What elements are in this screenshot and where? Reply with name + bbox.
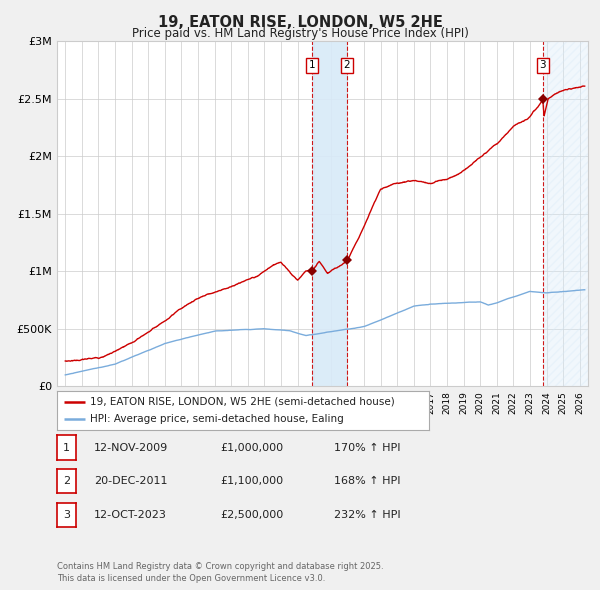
Text: 12-OCT-2023: 12-OCT-2023 [94,510,167,520]
Text: HPI: Average price, semi-detached house, Ealing: HPI: Average price, semi-detached house,… [91,414,344,424]
Text: Price paid vs. HM Land Registry's House Price Index (HPI): Price paid vs. HM Land Registry's House … [131,27,469,40]
Bar [543,41,588,386]
Text: 168% ↑ HPI: 168% ↑ HPI [334,476,401,486]
Text: 170% ↑ HPI: 170% ↑ HPI [334,442,401,453]
Text: 20-DEC-2011: 20-DEC-2011 [94,476,168,486]
Text: 1: 1 [63,442,70,453]
Text: 3: 3 [63,510,70,520]
Text: 12-NOV-2009: 12-NOV-2009 [94,442,169,453]
Text: 2: 2 [63,476,70,486]
Bar [312,41,347,386]
Text: £1,100,000: £1,100,000 [220,476,283,486]
Text: 1: 1 [309,60,316,70]
Text: £1,000,000: £1,000,000 [220,442,283,453]
Text: 232% ↑ HPI: 232% ↑ HPI [334,510,401,520]
Text: 2: 2 [344,60,350,70]
Text: £2,500,000: £2,500,000 [220,510,283,520]
Text: 3: 3 [539,60,546,70]
Text: 19, EATON RISE, LONDON, W5 2HE: 19, EATON RISE, LONDON, W5 2HE [158,15,442,30]
Text: Contains HM Land Registry data © Crown copyright and database right 2025.
This d: Contains HM Land Registry data © Crown c… [57,562,383,583]
Text: 19, EATON RISE, LONDON, W5 2HE (semi-detached house): 19, EATON RISE, LONDON, W5 2HE (semi-det… [91,396,395,407]
